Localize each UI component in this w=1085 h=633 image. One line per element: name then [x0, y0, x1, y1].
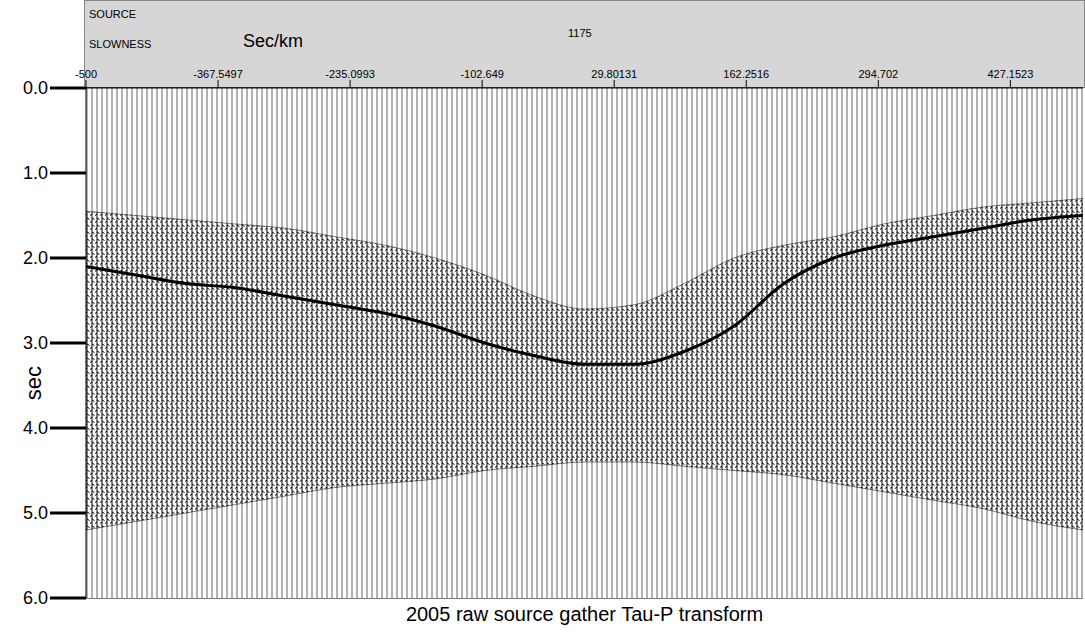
svg-text:2.0: 2.0 [23, 248, 48, 268]
html-text:Sec/km: Sec/km [243, 31, 303, 51]
svg-text:-235.0993: -235.0993 [325, 68, 375, 80]
svg-text:294.702: 294.702 [858, 68, 898, 80]
html-text:2005 raw source gather Tau-P t: 2005 raw source gather Tau-P transform [405, 603, 764, 625]
svg-text:6.0: 6.0 [23, 588, 48, 608]
svg-text:-367.5497: -367.5497 [193, 68, 243, 80]
svg-text:3.0: 3.0 [23, 333, 48, 353]
html-text:SLOWNESS: SLOWNESS [89, 38, 152, 50]
svg-text:0.0: 0.0 [23, 78, 48, 98]
svg-text:427.1523: 427.1523 [987, 68, 1033, 80]
html-text:1175: 1175 [568, 27, 592, 39]
html-text:sec: sec [21, 365, 46, 401]
svg-text:1.0: 1.0 [23, 163, 48, 183]
html-text:SOURCE: SOURCE [89, 8, 137, 20]
svg-text:-500: -500 [75, 68, 97, 80]
svg-text:162.2516: 162.2516 [723, 68, 769, 80]
svg-text:4.0: 4.0 [23, 418, 48, 438]
svg-text:29.80131: 29.80131 [591, 68, 637, 80]
svg-text:-102.649: -102.649 [460, 68, 503, 80]
svg-text:5.0: 5.0 [23, 503, 48, 523]
